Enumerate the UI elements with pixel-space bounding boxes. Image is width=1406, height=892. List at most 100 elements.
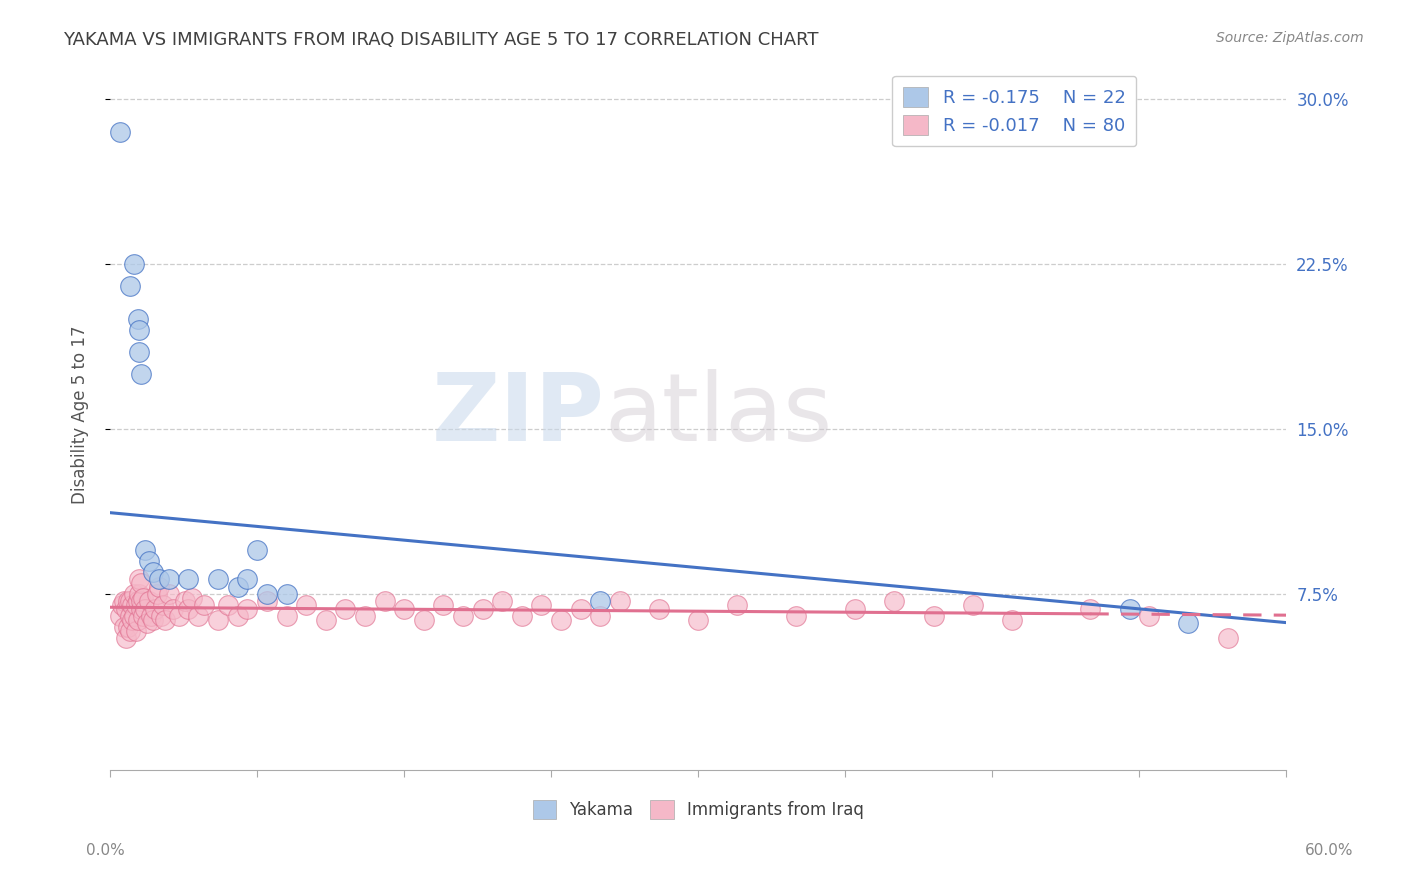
- Point: [111, 598, 134, 612]
- Point: [688, 614, 710, 628]
- Point: [112, 593, 135, 607]
- Point: [122, 257, 145, 271]
- Point: [392, 602, 415, 616]
- Text: atlas: atlas: [605, 368, 832, 461]
- Point: [510, 609, 533, 624]
- Point: [117, 593, 139, 607]
- Text: YAKAMA VS IMMIGRANTS FROM IRAQ DISABILITY AGE 5 TO 17 CORRELATION CHART: YAKAMA VS IMMIGRANTS FROM IRAQ DISABILIT…: [63, 31, 818, 49]
- Point: [844, 602, 866, 616]
- Point: [226, 581, 249, 595]
- Point: [609, 593, 631, 607]
- Point: [1080, 602, 1102, 616]
- Text: ZIP: ZIP: [432, 368, 605, 461]
- Point: [117, 620, 139, 634]
- Point: [127, 312, 149, 326]
- Point: [177, 572, 200, 586]
- Y-axis label: Disability Age 5 to 17: Disability Age 5 to 17: [72, 326, 89, 504]
- Point: [152, 598, 174, 612]
- Point: [173, 593, 195, 607]
- Point: [354, 609, 377, 624]
- Point: [217, 598, 239, 612]
- Point: [142, 614, 165, 628]
- Point: [138, 554, 160, 568]
- Point: [295, 598, 318, 612]
- Point: [162, 602, 184, 616]
- Point: [131, 593, 153, 607]
- Point: [177, 602, 200, 616]
- Point: [451, 609, 474, 624]
- Point: [134, 543, 156, 558]
- Point: [131, 576, 153, 591]
- Point: [143, 602, 166, 616]
- Point: [134, 602, 156, 616]
- Point: [121, 598, 143, 612]
- Point: [226, 609, 249, 624]
- Point: [122, 609, 145, 624]
- Point: [550, 614, 572, 628]
- Point: [256, 593, 278, 607]
- Point: [1001, 614, 1024, 628]
- Point: [569, 602, 592, 616]
- Point: [157, 587, 180, 601]
- Point: [148, 572, 170, 586]
- Legend: Yakama, Immigrants from Iraq: Yakama, Immigrants from Iraq: [526, 793, 870, 826]
- Point: [124, 598, 146, 612]
- Point: [883, 593, 905, 607]
- Point: [1118, 602, 1140, 616]
- Point: [589, 593, 612, 607]
- Point: [121, 614, 143, 628]
- Point: [785, 609, 807, 624]
- Point: [128, 345, 150, 359]
- Point: [648, 602, 671, 616]
- Point: [962, 598, 984, 612]
- Point: [153, 614, 176, 628]
- Point: [128, 323, 150, 337]
- Point: [276, 609, 298, 624]
- Point: [108, 609, 131, 624]
- Point: [141, 609, 163, 624]
- Point: [127, 614, 149, 628]
- Point: [589, 609, 612, 624]
- Point: [1216, 631, 1239, 645]
- Point: [491, 593, 513, 607]
- Point: [124, 624, 146, 639]
- Point: [118, 609, 141, 624]
- Point: [136, 615, 159, 630]
- Point: [432, 598, 454, 612]
- Point: [128, 587, 150, 601]
- Point: [148, 581, 170, 595]
- Point: [236, 602, 259, 616]
- Point: [193, 598, 215, 612]
- Point: [207, 572, 229, 586]
- Point: [138, 593, 160, 607]
- Point: [114, 631, 136, 645]
- Point: [1177, 615, 1199, 630]
- Point: [335, 602, 357, 616]
- Point: [114, 602, 136, 616]
- Point: [256, 587, 278, 601]
- Point: [236, 572, 259, 586]
- Point: [108, 125, 131, 139]
- Point: [128, 572, 150, 586]
- Point: [131, 602, 153, 616]
- Point: [142, 565, 165, 579]
- Text: 60.0%: 60.0%: [1305, 843, 1353, 858]
- Point: [118, 624, 141, 639]
- Point: [412, 614, 434, 628]
- Point: [187, 609, 209, 624]
- Point: [374, 593, 396, 607]
- Point: [118, 279, 141, 293]
- Point: [315, 614, 337, 628]
- Point: [922, 609, 945, 624]
- Point: [530, 598, 553, 612]
- Point: [246, 543, 269, 558]
- Point: [181, 591, 204, 606]
- Point: [132, 591, 155, 606]
- Point: [112, 620, 135, 634]
- Point: [131, 367, 153, 381]
- Point: [122, 587, 145, 601]
- Text: Source: ZipAtlas.com: Source: ZipAtlas.com: [1216, 31, 1364, 45]
- Point: [150, 609, 173, 624]
- Point: [471, 602, 494, 616]
- Point: [1137, 609, 1160, 624]
